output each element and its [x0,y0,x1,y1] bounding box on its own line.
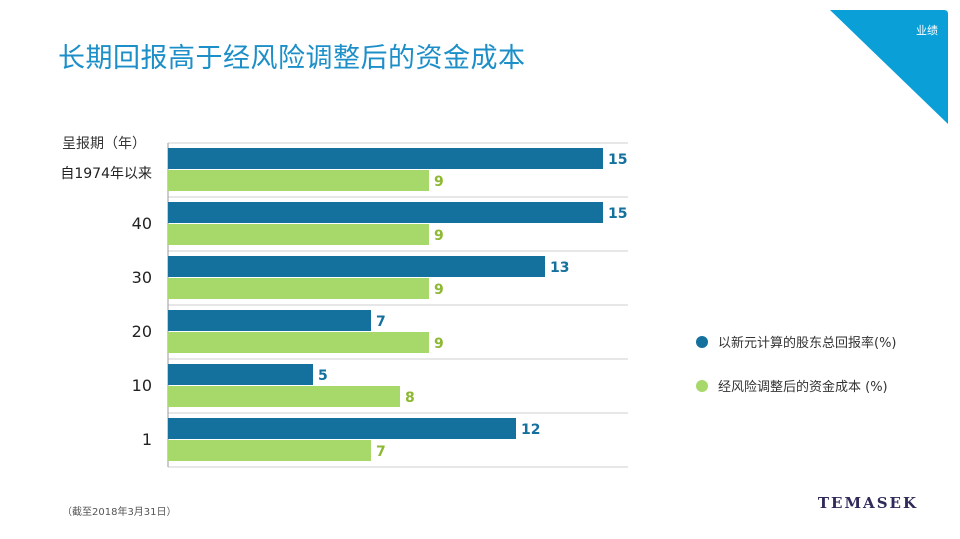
data-label-cost: 9 [434,336,444,352]
data-label-cost: 9 [434,174,444,190]
bar-cost [168,224,429,245]
data-label-tsr: 15 [608,206,627,222]
data-label-tsr: 12 [521,422,540,438]
footnote: （截至2018年3月31日） [62,507,177,518]
data-label-tsr: 13 [550,260,569,276]
corner-tab [830,10,948,124]
legend-label-cost: 经风险调整后的资金成本 (%) [718,380,888,395]
data-label-tsr: 15 [608,152,627,168]
data-label-tsr: 7 [376,314,386,330]
legend-item-cost: 经风险调整后的资金成本 (%) [696,376,888,395]
data-label-tsr: 5 [318,368,328,384]
bar-tsr [168,418,516,439]
category-label: 30 [131,268,152,287]
legend-item-tsr: 以新元计算的股东总回报率(%) [696,332,897,351]
bar-tsr [168,148,603,169]
category-label: 40 [131,214,152,233]
bar-cost [168,332,429,353]
bar-tsr [168,256,545,277]
bar-cost [168,170,429,191]
category-label: 20 [131,322,152,341]
category-label: 10 [131,376,152,395]
y-axis-header: 呈报期（年） [62,136,146,152]
bar-tsr [168,310,371,331]
data-label-cost: 8 [405,390,415,406]
bar-cost [168,278,429,299]
page-title: 长期回报高于经风险调整后的资金成本 [58,43,526,74]
section-label: 业绩 [916,24,938,37]
legend-swatch-cost [696,379,708,392]
category-label: 自1974年以来 [60,166,152,182]
bar-tsr [168,364,313,385]
data-label-cost: 7 [376,444,386,460]
bar-tsr [168,202,603,223]
bar-cost [168,440,371,461]
temasek-logo: TEMASEK [817,494,918,512]
data-label-cost: 9 [434,282,444,298]
bar-cost [168,386,400,407]
category-label: 1 [141,430,152,449]
data-label-cost: 9 [434,228,444,244]
legend-label-tsr: 以新元计算的股东总回报率(%) [718,336,897,351]
legend-swatch-tsr [696,335,708,348]
